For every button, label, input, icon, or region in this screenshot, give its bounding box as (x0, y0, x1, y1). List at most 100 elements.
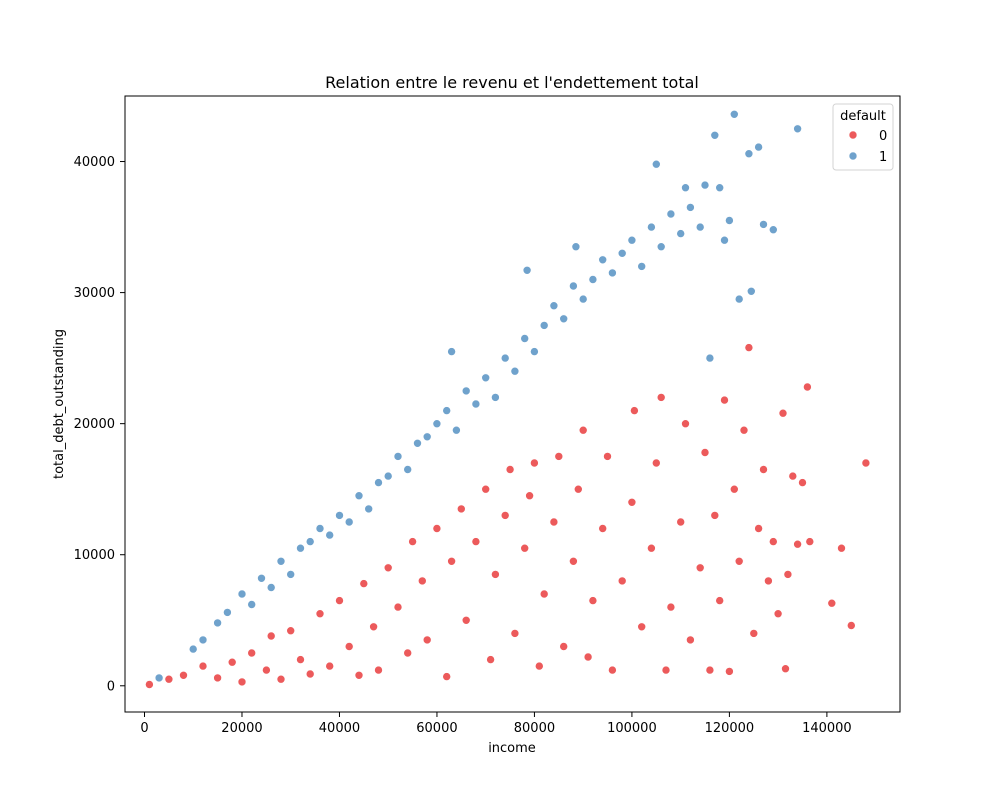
data-point-series-1-13 (315, 524, 325, 533)
data-point-series-0-10 (276, 674, 286, 684)
data-point-series-0-61 (651, 458, 661, 468)
data-point-series-0-17 (344, 642, 354, 651)
data-point-series-0-59 (637, 622, 647, 632)
data-point-series-0-93 (827, 598, 837, 608)
data-point-series-0-81 (759, 465, 768, 474)
data-point-series-1-51 (651, 159, 661, 169)
data-point-series-0-65 (676, 517, 686, 527)
data-point-series-0-13 (305, 669, 315, 679)
data-point-series-0-41 (525, 491, 534, 501)
data-point-series-1-25 (432, 419, 442, 429)
data-point-series-1-65 (734, 294, 744, 304)
x-tick-label: 100000 (607, 721, 657, 736)
data-point-series-0-45 (549, 517, 559, 527)
data-point-series-0-72 (715, 596, 725, 605)
data-point-series-0-46 (554, 452, 564, 461)
data-point-series-1-63 (725, 216, 734, 225)
data-point-series-0-1 (164, 674, 174, 684)
data-point-series-1-3 (213, 618, 222, 628)
x-axis-label: income (488, 741, 536, 756)
data-point-series-0-23 (393, 602, 403, 612)
data-point-series-1-46 (608, 268, 617, 278)
data-point-series-1-24 (422, 432, 432, 442)
data-point-series-0-43 (534, 661, 544, 671)
data-point-series-0-44 (539, 589, 549, 599)
data-point-series-1-71 (793, 124, 802, 134)
data-point-series-0-32 (461, 615, 471, 625)
legend: default 0 1 (832, 103, 894, 171)
data-point-series-0-36 (491, 570, 500, 579)
data-point-series-1-32 (491, 393, 500, 402)
legend-label-0: 0 (879, 129, 887, 144)
data-point-series-1-58 (700, 180, 710, 190)
data-point-series-0-37 (500, 511, 510, 520)
x-tick-label: 140000 (802, 721, 852, 736)
data-point-series-1-20 (383, 471, 393, 481)
data-point-series-0-28 (432, 524, 442, 533)
legend-marker-0 (848, 130, 858, 140)
data-point-series-0-66 (681, 419, 690, 429)
data-point-series-0-4 (213, 673, 222, 683)
data-point-series-1-41 (569, 281, 578, 291)
data-point-series-0-39 (510, 629, 520, 638)
data-point-series-0-84 (773, 609, 783, 619)
data-point-series-1-50 (647, 222, 656, 232)
data-point-series-0-50 (578, 425, 588, 435)
data-point-series-1-70 (768, 225, 778, 234)
data-point-series-0-91 (803, 382, 812, 392)
data-point-series-0-57 (627, 497, 637, 507)
data-point-series-0-85 (778, 408, 788, 418)
data-point-series-1-55 (681, 183, 690, 192)
data-point-series-1-23 (413, 438, 422, 448)
data-point-series-0-34 (481, 484, 491, 494)
data-point-series-0-19 (359, 579, 369, 588)
legend-box (832, 103, 894, 171)
data-point-series-1-48 (627, 235, 637, 245)
data-point-series-0-52 (588, 596, 598, 605)
data-point-series-0-29 (442, 672, 452, 681)
data-point-series-0-3 (198, 661, 208, 671)
data-point-series-0-40 (520, 543, 530, 553)
data-point-series-1-60 (710, 131, 720, 140)
data-point-series-1-0 (154, 673, 164, 683)
data-point-series-0-89 (793, 539, 802, 549)
data-point-series-1-40 (559, 314, 569, 324)
data-point-series-0-55 (608, 665, 617, 675)
data-point-series-1-52 (656, 242, 666, 251)
data-point-series-1-26 (442, 406, 452, 415)
data-point-series-1-14 (325, 530, 335, 540)
data-point-series-1-64 (729, 110, 739, 119)
data-point-series-1-27 (447, 347, 456, 356)
y-tick-label: 20000 (74, 417, 115, 432)
data-point-series-0-71 (710, 511, 720, 520)
data-point-series-0-76 (734, 556, 744, 566)
data-point-series-1-1 (188, 644, 198, 654)
data-point-series-0-22 (383, 563, 393, 573)
data-point-series-0-67 (686, 635, 695, 645)
data-point-series-1-2 (198, 635, 208, 645)
y-axis-ticks: 0 10000 20000 30000 40000 (74, 155, 125, 694)
data-point-series-1-8 (266, 583, 276, 592)
data-point-series-0-51 (583, 652, 593, 662)
data-point-series-1-29 (461, 386, 471, 396)
data-point-series-0-90 (798, 478, 807, 487)
data-point-series-1-21 (393, 452, 403, 461)
data-point-series-0-27 (422, 635, 432, 645)
data-point-series-1-18 (364, 504, 374, 514)
data-point-series-1-68 (754, 142, 763, 152)
data-point-series-0-0 (145, 680, 154, 689)
data-point-series-1-67 (746, 286, 756, 296)
data-point-series-0-87 (783, 570, 793, 579)
data-point-series-1-43 (578, 294, 588, 304)
data-point-series-0-25 (408, 537, 417, 546)
data-point-series-1-22 (403, 465, 413, 474)
data-point-series-0-20 (369, 622, 378, 632)
data-point-series-1-62 (720, 235, 729, 245)
data-point-series-0-5 (227, 657, 237, 667)
data-point-series-1-47 (617, 249, 627, 258)
data-point-series-1-12 (305, 537, 315, 546)
data-point-series-1-57 (695, 222, 705, 232)
data-point-series-0-11 (286, 626, 296, 636)
data-point-series-0-56 (617, 576, 627, 586)
chart-title: Relation entre le revenu et l'endettemen… (325, 73, 699, 92)
